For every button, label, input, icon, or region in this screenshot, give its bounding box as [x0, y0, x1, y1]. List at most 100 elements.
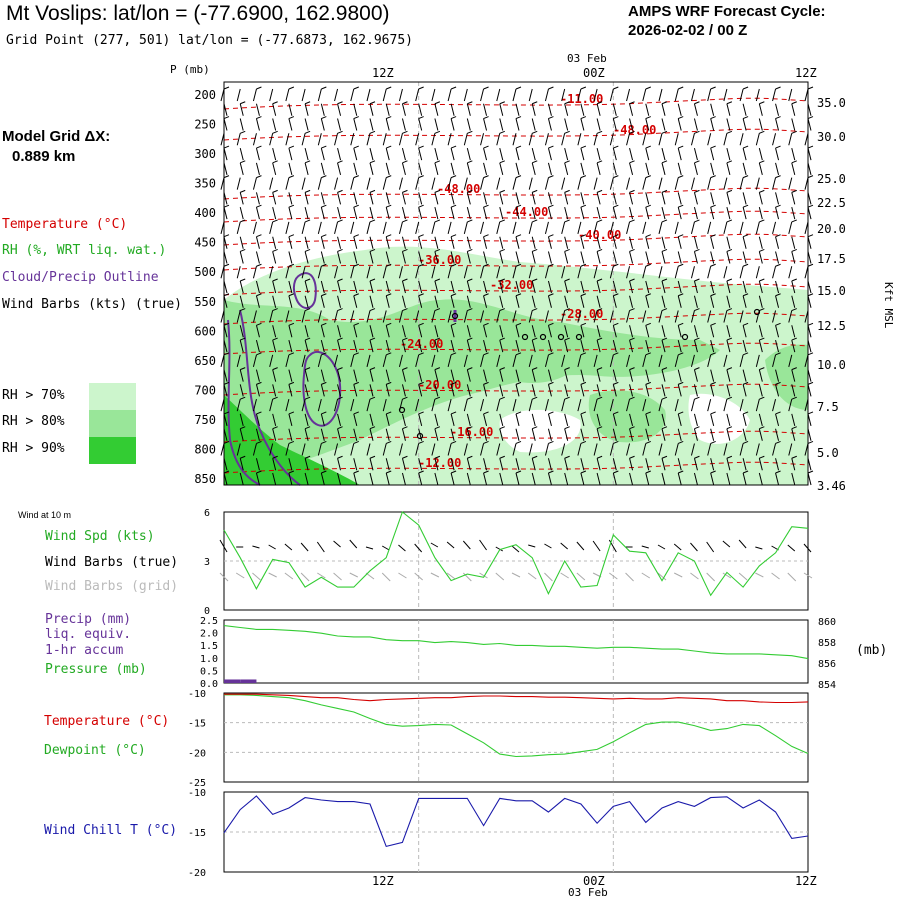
wind-barb — [450, 162, 455, 175]
wind-barb — [480, 310, 485, 323]
wind-barb — [334, 221, 339, 235]
wind-barb — [772, 177, 777, 190]
wind-barb — [480, 399, 485, 412]
wind-barb-feather — [694, 101, 700, 105]
wind-barb-grid — [235, 572, 245, 579]
wind-barb-feather — [726, 278, 733, 282]
wind-barb-feather — [678, 411, 684, 415]
wind-barb-feather — [596, 248, 603, 252]
wind-barb — [755, 443, 760, 456]
wind-barb — [288, 251, 293, 264]
wind-barb — [434, 339, 439, 353]
wind-barb — [580, 280, 585, 294]
wind-barb-feather — [759, 426, 765, 430]
wind-barb — [515, 472, 520, 486]
wind-barb-feather — [321, 322, 327, 326]
wind-barb-feather — [418, 204, 424, 208]
wind-barb — [337, 325, 342, 338]
wind-barb-feather — [726, 248, 733, 252]
wind-barb — [499, 103, 504, 116]
pressure-sfc-tick: 860 — [818, 617, 836, 628]
wind-barb-feather — [596, 101, 603, 105]
wind-barb — [463, 354, 468, 367]
wind-barb-feather — [450, 322, 457, 326]
wind-barb — [334, 266, 339, 279]
wind-barb-feather — [807, 352, 814, 356]
wind-barb — [629, 103, 634, 116]
wind-barb — [398, 221, 403, 235]
wind-barb-sfc — [560, 542, 568, 550]
wind-barb — [564, 472, 569, 486]
time-top-12z-a: 12Z — [372, 66, 394, 80]
wind-barb — [775, 207, 780, 220]
isotherm-line — [223, 430, 809, 443]
wind-barb — [596, 384, 601, 397]
wind-barb-feather — [499, 396, 505, 400]
wind-barb-feather — [515, 86, 522, 90]
wind-barb — [350, 443, 355, 456]
legend-rh80-label: RH > 80% — [2, 414, 65, 429]
wind-barb — [255, 251, 260, 264]
wind-barb-feather — [661, 189, 668, 193]
wind-barb — [320, 207, 325, 220]
wind-barb-feather — [532, 337, 538, 341]
wind-barb-feather — [434, 130, 441, 134]
wind-barb — [531, 251, 536, 264]
wind-barb-feather — [450, 263, 457, 267]
wind-barb-feather — [532, 101, 538, 105]
wind-barb — [775, 236, 780, 249]
wind-barb-feather — [548, 204, 554, 208]
isotherm-label: -36.00 — [418, 253, 461, 267]
wind-barb-feather — [564, 189, 570, 193]
wind-barb — [434, 384, 439, 397]
wind-barb — [547, 458, 552, 471]
wind-barb-sfc — [300, 542, 309, 552]
wind-barb — [564, 192, 569, 205]
pressure-tick: 850 — [194, 472, 216, 486]
wind-barb — [431, 443, 436, 456]
wind-barb — [369, 472, 374, 486]
wind-barb — [272, 413, 277, 427]
wind-barb — [544, 399, 549, 412]
wind-barb-feather — [775, 381, 781, 385]
wind-barb-grid — [446, 572, 456, 580]
wind-barb — [723, 88, 728, 102]
precip-tick: 2.0 — [200, 629, 218, 640]
wind-barb — [431, 177, 436, 190]
wind-barb-feather — [694, 308, 700, 312]
wind-barb — [658, 443, 663, 456]
wind-barb — [480, 443, 485, 456]
temperature-line — [224, 693, 809, 704]
wind-barb — [612, 207, 617, 220]
wind-barb-feather — [596, 278, 603, 282]
wind-barb — [239, 162, 244, 175]
precip-marker — [681, 333, 689, 341]
wind-barb — [726, 413, 731, 427]
wind-barb-feather — [564, 219, 570, 223]
wind-barb — [661, 162, 666, 175]
wind-barb — [758, 369, 763, 382]
wind-barb-feather — [532, 219, 538, 223]
wind-barb — [353, 325, 358, 338]
wind-barb — [755, 177, 760, 190]
wind-barb — [690, 354, 695, 367]
wind-barb — [577, 443, 582, 456]
wind-barb-feather — [596, 308, 603, 312]
wind-barb — [693, 384, 698, 397]
wind-barb-feather — [321, 204, 327, 208]
wind-barb-feather — [759, 396, 765, 400]
wind-barb — [531, 147, 536, 161]
wind-barb-feather — [515, 381, 522, 385]
precip-bar — [240, 679, 257, 683]
wind-barb — [418, 192, 423, 205]
wind-barb — [269, 310, 274, 323]
wind-barb — [791, 207, 796, 220]
wind-barb-feather — [710, 381, 716, 385]
wind-barb-feather — [580, 352, 587, 356]
wind-barb — [739, 443, 744, 456]
wind-barb — [466, 295, 471, 308]
wind-barb — [661, 413, 666, 427]
isotherm-label: -48.00 — [613, 123, 656, 137]
rh80-region-c — [765, 344, 808, 410]
wind-barb — [577, 310, 582, 323]
